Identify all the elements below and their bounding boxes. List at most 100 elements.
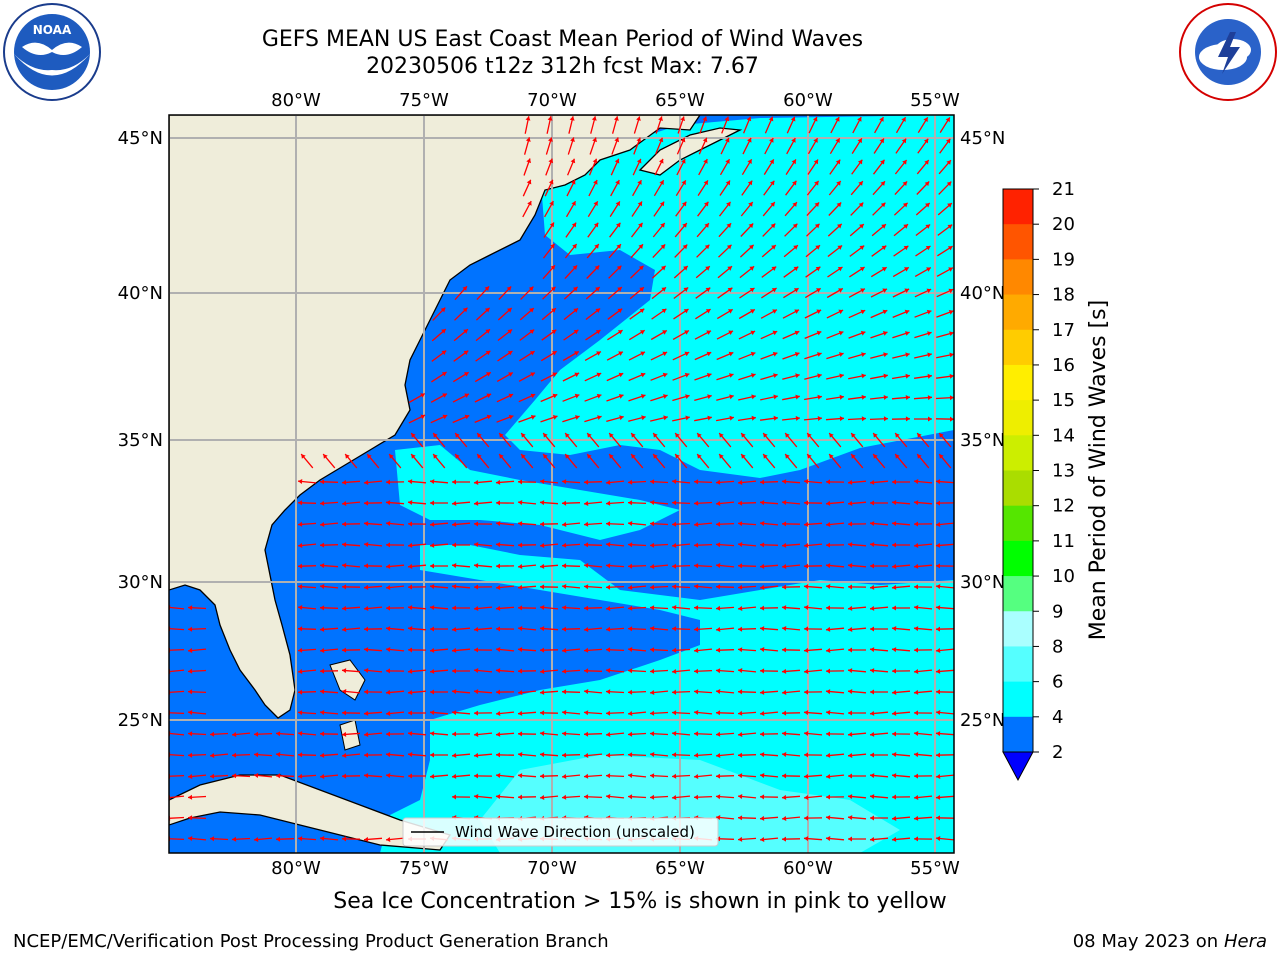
wind-arrow-head [936,794,941,800]
wind-arrow-head [595,287,600,292]
wind-arrow-head [848,794,853,799]
wind-arrow-head [826,479,830,485]
wind-arrow-head [430,774,435,779]
wind-arrow-head [738,606,743,611]
wind-arrow-head [540,521,545,527]
wind-arrow-head [782,564,787,569]
wind-arrow-head [188,815,193,821]
wind-arrow-head [496,752,500,758]
colorbar-label: Mean Period of Wind Waves [s] [1086,300,1111,640]
wind-arrow-head [562,605,567,611]
colorbar-tick-label: 18 [1052,285,1075,306]
wind-arrow-head [851,454,856,459]
wind-arrow-head [606,710,611,716]
wind-arrow-head [672,710,677,716]
wind-arrow-head [364,836,369,842]
wind-arrow-head [851,433,856,438]
wind-arrow-head [276,836,281,842]
wind-arrow-head [782,479,787,485]
wind-arrow-head [628,731,633,737]
wind-arrow-head [782,605,787,611]
wind-arrow-head [895,454,900,459]
wind-arrow-head [892,794,896,800]
wind-arrow-head [892,521,897,526]
wind-arrow-head [342,479,347,485]
wind-arrow-head [914,500,919,506]
colorbar-segment [1003,540,1033,577]
wind-arrow-head [848,753,853,758]
wind-arrow-head [442,393,447,398]
wind-arrow-head [430,752,434,758]
wind-arrow-head [628,773,633,778]
wind-arrow-head [364,689,368,695]
wind-arrow-head [782,668,787,674]
wind-arrow-head [663,394,668,399]
wind-arrow-head [320,542,325,548]
wind-arrow-head [550,243,555,249]
wind-arrow-head [628,752,633,758]
wind-arrow-head [826,522,831,527]
wind-arrow-head [892,626,897,631]
colorbar-tick-label: 9 [1052,601,1063,622]
wind-arrow-head [793,245,798,250]
wind-arrow-head [738,815,743,821]
wind-arrow-head [738,500,743,506]
wind-arrow-head [474,500,479,506]
lon-label: 60°W [783,858,833,879]
wind-arrow-head [596,393,602,399]
wind-arrow-head [738,584,743,590]
wind-arrow-head [386,542,390,548]
wind-arrow-head [804,836,809,842]
wind-arrow-head [364,584,369,590]
wind-arrow-head [694,522,699,527]
wind-arrow-head [342,689,347,694]
wind-arrow-head [232,732,237,737]
wind-arrow-head [826,774,831,779]
wind-arrow-head [463,350,469,356]
wind-arrow-head [389,454,394,459]
wind-arrow-head [188,774,193,779]
wind-arrow-head [905,352,910,358]
wind-arrow-head [662,372,668,378]
wind-arrow-head [614,137,620,143]
wind-arrow-head [738,794,743,799]
wind-arrow-head [462,286,467,291]
wind-arrow-head [706,351,712,357]
wind-arrow-head [697,433,702,438]
wind-arrow-head [769,138,774,143]
wind-arrow-head [694,752,699,758]
wind-arrow-head [518,668,523,674]
wind-arrow-head [924,160,929,165]
wind-arrow-head [703,159,708,164]
wind-arrow-head [904,267,909,272]
wind-arrow-head [593,180,598,185]
wind-arrow-head [464,414,470,420]
wind-arrow-head [364,500,368,506]
wind-arrow-head [640,394,646,399]
colorbar-tick-label: 4 [1052,707,1063,728]
wind-arrow-head [452,501,457,506]
lat-label: 45°N [960,128,1005,149]
wind-arrow-head [791,138,796,143]
wind-arrow-head [210,773,215,779]
wind-arrow-head [848,815,853,820]
wind-arrow-head [870,711,875,716]
wind-arrow-head [364,668,369,673]
wind-arrow-head [474,647,478,653]
wind-arrow-head [584,731,589,737]
wind-arrow-head [298,773,303,779]
wind-arrow-head [254,752,259,758]
wind-arrow-head [848,605,853,611]
wind-arrow-head [663,415,668,421]
wind-arrow-head [791,159,796,165]
wind-arrow-head [848,647,852,653]
wind-arrow-head [474,689,479,695]
footer-machine: Hera [1223,931,1267,952]
wind-arrow-head [452,605,456,611]
wind-arrow-head [518,690,523,695]
wind-arrow-head [188,648,193,653]
wind-arrow-head [881,267,887,272]
wind-arrow-head [892,605,896,611]
wind-arrow-head [694,774,699,779]
lon-label: 75°W [399,90,449,111]
